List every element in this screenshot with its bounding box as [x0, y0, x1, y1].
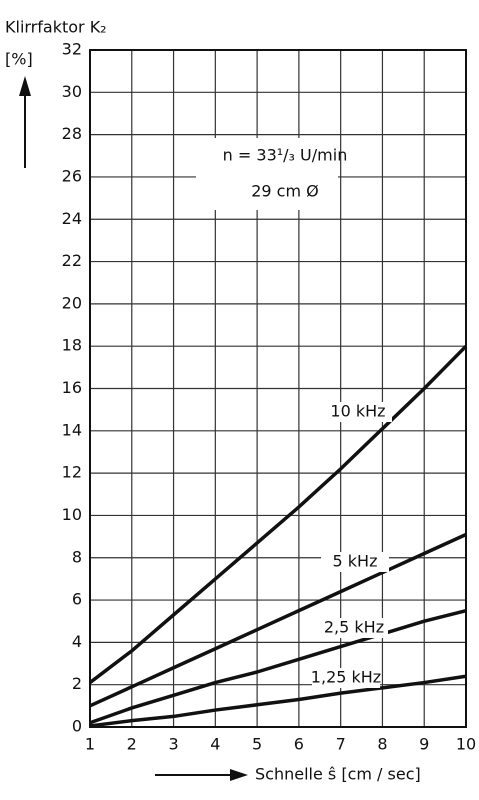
y-axis-unit: [%]: [5, 50, 33, 69]
y-tick-label: 12: [62, 463, 82, 482]
series-label-bg: [320, 618, 388, 638]
x-tick-label: 6: [294, 735, 304, 754]
x-tick-label: 10: [456, 735, 476, 754]
y-tick-label: 22: [62, 251, 82, 270]
series-label: 2,5 kHz: [324, 618, 384, 637]
x-tick-label: 8: [377, 735, 387, 754]
y-tick-label: 4: [72, 632, 82, 651]
series-label-bg: [321, 552, 389, 572]
data-line: [89, 532, 467, 708]
x-tick-label: 5: [252, 735, 262, 754]
y-tick-label: 26: [62, 166, 82, 185]
data-line: [89, 674, 467, 728]
x-tick-label: 1: [85, 735, 95, 754]
data-line: [88, 344, 468, 684]
y-tick-label: 6: [72, 590, 82, 609]
y-tick-label: 10: [62, 505, 82, 524]
x-tick-label: 4: [210, 735, 220, 754]
y-tick-label: 30: [62, 82, 82, 101]
data-line: [89, 608, 467, 725]
series-label-bg: [312, 668, 380, 688]
y-tick-label: 32: [62, 40, 82, 59]
y-tick-label: 16: [62, 378, 82, 397]
plot-frame: [89, 49, 467, 728]
x-tick-label: 2: [127, 735, 137, 754]
x-arrow-head: [230, 769, 248, 781]
y-tick-label: 0: [72, 717, 82, 736]
y-arrow-head: [19, 76, 31, 96]
series-label: 1,25 kHz: [311, 668, 381, 687]
y-tick-label: 14: [62, 420, 82, 439]
y-tick-label: 28: [62, 124, 82, 143]
series-label: 5 kHz: [333, 552, 378, 571]
annotation-box: [196, 138, 338, 210]
y-tick-label: 2: [72, 674, 82, 693]
annotation: 29 cm Ø: [251, 182, 319, 201]
y-axis-label: Klirrfaktor K₂: [5, 18, 107, 37]
series-label: 10 kHz: [330, 402, 385, 421]
y-tick-label: 18: [62, 336, 82, 355]
annotation: n = 33¹/₃ U/min: [223, 146, 348, 165]
x-tick-label: 7: [336, 735, 346, 754]
series-label-bg: [324, 402, 392, 422]
y-tick-label: 8: [72, 547, 82, 566]
x-axis-label: Schnelle ŝ [cm / sec]: [255, 765, 421, 784]
y-tick-label: 20: [62, 293, 82, 312]
x-tick-label: 3: [168, 735, 178, 754]
x-tick-label: 9: [419, 735, 429, 754]
y-tick-label: 24: [62, 209, 82, 228]
